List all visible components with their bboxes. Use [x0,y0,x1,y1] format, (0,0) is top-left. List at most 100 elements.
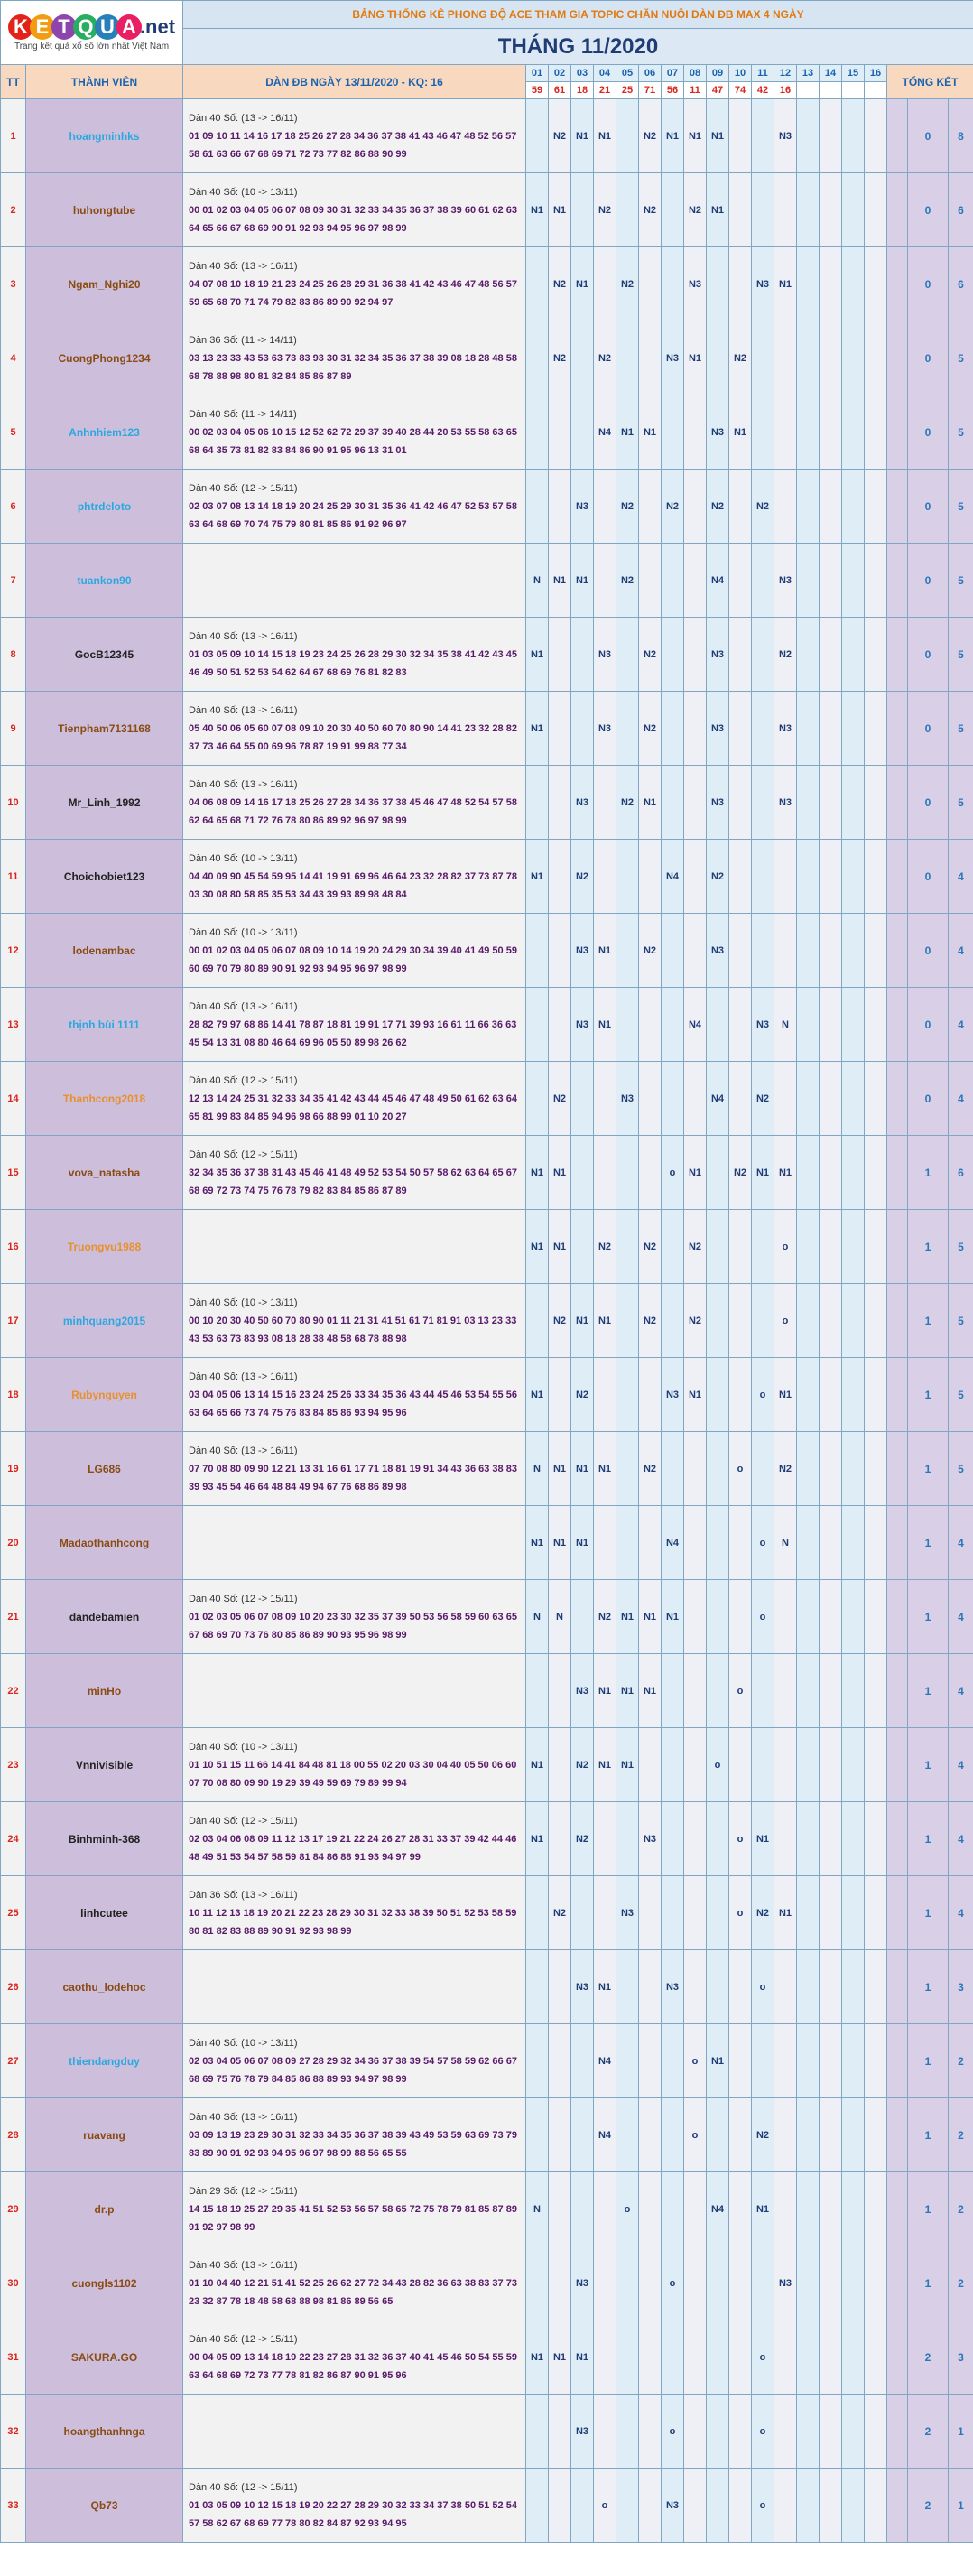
table-row: 11 Choichobiet123 Dàn 40 Số: (10 -> 13/11)… [0,839,973,914]
member-name[interactable]: Qb73 [25,2468,183,2543]
member-name[interactable]: vova_natasha [25,1135,183,1210]
day-cell [864,98,887,173]
day-cell: N1 [683,1135,707,1210]
day-cell: N4 [593,2097,616,2172]
day-cell [728,691,752,766]
day-cell [728,913,752,988]
day-cell [548,395,571,470]
table-row: 23 Vnnivisible Dàn 40 Số: (10 -> 13/11) 01 … [0,1727,973,1802]
member-name[interactable]: dandebamien [25,1579,183,1654]
member-name[interactable]: Truongvu1988 [25,1209,183,1284]
day-cell [796,1135,820,1210]
member-name[interactable]: hoangminhks [25,98,183,173]
day-cell [841,1431,865,1506]
day-cell: N2 [548,1875,571,1950]
member-name[interactable]: thịnh bùi 1111 [25,987,183,1062]
day-cell: N3 [706,691,729,766]
day-cell [841,1653,865,1728]
day-cell: N1 [683,321,707,395]
day-cell [819,469,842,544]
member-name[interactable]: Anhnhiem123 [25,395,183,470]
summary-hits: 1 [907,1949,949,2024]
member-name[interactable]: tuankon90 [25,543,183,618]
member-name[interactable]: dr.p [25,2171,183,2246]
day-cell: N1 [525,2320,549,2395]
member-name[interactable]: Choichobiet123 [25,839,183,914]
day-cell [706,1209,729,1284]
summary-hits: 0 [907,765,949,840]
member-name[interactable]: Binhminh-368 [25,1801,183,1876]
day-cell [570,2468,594,2543]
table-row: 1 hoangminhks Dàn 40 Số: (13 -> 16/11) 01 0… [0,98,973,173]
member-name[interactable]: Ngam_Nghi20 [25,246,183,321]
day-cell [819,1505,842,1580]
table-row: 17 minhquang2015 Dàn 40 Số: (10 -> 13/11) 0… [0,1283,973,1358]
member-name[interactable]: Vnnivisible [25,1727,183,1802]
day-cell [548,691,571,766]
day-cell [728,2246,752,2320]
day-cell [819,617,842,692]
member-name[interactable]: Tienpham7131168 [25,691,183,766]
day-cell: N2 [638,691,662,766]
member-name[interactable]: hoangthanhnga [25,2394,183,2469]
day-cell [864,469,887,544]
summary-spacer [886,617,908,692]
day-cell [570,1209,594,1284]
member-name[interactable]: huhongtube [25,172,183,247]
day-cell: N3 [661,1357,684,1432]
member-name[interactable]: Thanhcong2018 [25,1061,183,1136]
summary-spacer [886,691,908,766]
day-cell [706,246,729,321]
logo[interactable]: K E T Q U A .net Trang kết quả xổ số lớn nhất … [0,0,183,65]
day-cell: N1 [525,172,549,247]
day-cell [774,321,797,395]
member-name[interactable]: caothu_lodehoc [25,1949,183,2024]
dan-numbers: 03 04 05 06 13 14 15 16 23 24 25 26 33 3… [189,1389,517,1418]
day-cell [638,469,662,544]
member-name[interactable]: Mr_Linh_1992 [25,765,183,840]
day-cell [796,1061,820,1136]
summary-spacer [886,469,908,544]
member-name[interactable]: Madaothanhcong [25,1505,183,1580]
dan-heading: Dàn 40 Số: (12 -> 15/11) [189,2333,298,2345]
day-cell: N2 [593,1209,616,1284]
day-cell: N3 [570,469,594,544]
member-name[interactable]: lodenambac [25,913,183,988]
logo-letter: A [116,14,142,40]
summary-hits: 1 [907,1653,949,1728]
day-cell [593,2246,616,2320]
day-header: 14 [819,64,842,82]
member-name[interactable]: minhquang2015 [25,1283,183,1358]
day-cell [570,172,594,247]
member-name[interactable]: Rubynguyen [25,1357,183,1432]
day-cell [841,543,865,618]
day-cell [638,2246,662,2320]
member-name[interactable]: thiendangduy [25,2023,183,2098]
dan-cell: Dàn 40 Số: (10 -> 13/11) 02 03 04 05 06 0… [182,2023,526,2098]
member-name[interactable]: phtrdeloto [25,469,183,544]
member-name[interactable]: cuongls1102 [25,2246,183,2320]
day-cell [841,1135,865,1210]
day-cell: N3 [706,617,729,692]
day-cell [525,1653,549,1728]
day-cell [616,839,639,914]
member-name[interactable]: ruavang [25,2097,183,2172]
day-cell: N3 [570,987,594,1062]
day-cell [616,1801,639,1876]
member-name[interactable]: CuongPhong1234 [25,321,183,395]
day-header: 15 [841,64,865,82]
row-number: 9 [0,691,26,766]
member-name[interactable]: minHo [25,1653,183,1728]
day-cell: N3 [706,395,729,470]
day-result: 25 [616,81,639,99]
day-cell: N1 [525,1801,549,1876]
day-cell [796,1283,820,1358]
member-name[interactable]: LG686 [25,1431,183,1506]
member-name[interactable]: linhcutee [25,1875,183,1950]
member-name[interactable]: SAKURA.GO [25,2320,183,2395]
day-result: 56 [661,81,684,99]
page-title: BẢNG THỐNG KÊ PHONG ĐỘ ACE THAM GIA TOPI… [182,0,973,29]
day-cell [593,2171,616,2246]
member-name[interactable]: GocB12345 [25,617,183,692]
